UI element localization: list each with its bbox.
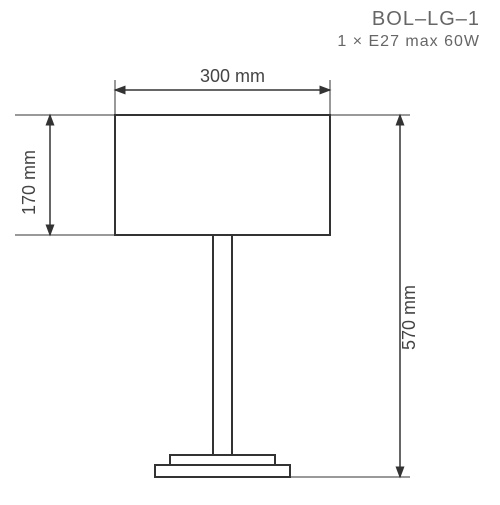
model-number: BOL–LG–1 (337, 8, 480, 31)
lamp-base-upper (170, 455, 275, 465)
lamp-base-lower (155, 465, 290, 477)
dimension-total-height: 570 mm (290, 115, 419, 477)
dimension-width-label: 300 mm (200, 66, 265, 86)
dimension-diagram: 300 mm 170 mm 570 mm (0, 60, 500, 500)
dimension-total-height-label: 570 mm (399, 285, 419, 350)
lamp-stem (213, 235, 232, 455)
dimension-shade-height: 170 mm (15, 115, 115, 235)
lamp-shade (115, 115, 330, 235)
diagram-svg: 300 mm 170 mm 570 mm (0, 60, 500, 500)
bulb-spec: 1 × E27 max 60W (337, 33, 480, 51)
dimension-width: 300 mm (115, 66, 330, 115)
product-header: BOL–LG–1 1 × E27 max 60W (337, 8, 480, 51)
dimension-shade-height-label: 170 mm (19, 150, 39, 215)
